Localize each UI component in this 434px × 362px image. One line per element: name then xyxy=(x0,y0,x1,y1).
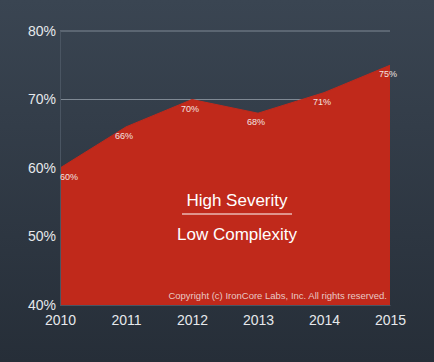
y-axis-line xyxy=(60,32,61,306)
x-tick: 2010 xyxy=(45,305,76,328)
y-tick: 80% xyxy=(28,23,60,39)
x-tick: 2013 xyxy=(243,305,274,328)
annotations: High Severity Low Complexity Copyright (c)… xyxy=(168,191,387,301)
y-tick: 60% xyxy=(28,160,60,176)
grid-line xyxy=(60,31,390,32)
data-label: 60% xyxy=(60,172,78,182)
y-tick-label: 40% xyxy=(28,297,56,313)
x-tick: 2012 xyxy=(177,305,208,328)
x-axis-line xyxy=(61,305,391,306)
data-label: 70% xyxy=(181,104,199,114)
x-tick-label: 2013 xyxy=(243,312,274,328)
background xyxy=(0,0,434,362)
x-tick: 2011 xyxy=(111,305,141,328)
area xyxy=(60,65,390,305)
y-axis: 40% 50% 60% 70% 80% xyxy=(28,23,61,313)
x-tick-label: 2014 xyxy=(309,312,340,328)
y-tick-label: 50% xyxy=(28,228,56,244)
data-labels: 60% 66% 70% 68% 71% 75% xyxy=(60,69,397,182)
copyright: Copyright (c) IronCore Labs, Inc. All ri… xyxy=(168,290,387,301)
data-label: 75% xyxy=(379,69,397,79)
data-label: 68% xyxy=(247,117,265,127)
x-tick-label: 2010 xyxy=(45,312,76,328)
marks xyxy=(60,65,390,305)
annotation-divider xyxy=(182,214,292,215)
annotation: High Severity xyxy=(186,191,288,210)
data-label: 71% xyxy=(313,97,331,107)
annotation: Low Complexity xyxy=(177,225,297,244)
y-tick: 40% xyxy=(28,297,60,313)
y-tick-label: 60% xyxy=(28,160,56,176)
x-tick-label: 2011 xyxy=(111,312,141,328)
plot: 40% 50% 60% 70% 80% 2010 2011 2012 2013 2014 2015 6… xyxy=(28,23,406,328)
y-tick-label: 70% xyxy=(28,91,56,107)
chart: 40% 50% 60% 70% 80% 2010 2011 2012 2013 2014 2015 6… xyxy=(0,0,434,362)
y-tick: 70% xyxy=(28,91,60,107)
y-tick: 50% xyxy=(28,228,60,244)
y-tick-label: 80% xyxy=(28,23,56,39)
data-label: 66% xyxy=(115,131,133,141)
x-tick: 2014 xyxy=(309,305,340,328)
x-tick: 2015 xyxy=(375,305,406,328)
x-tick-label: 2015 xyxy=(375,312,406,328)
x-axis: 2010 2011 2012 2013 2014 2015 xyxy=(45,305,406,328)
grid xyxy=(60,31,390,305)
x-tick-label: 2012 xyxy=(177,312,208,328)
